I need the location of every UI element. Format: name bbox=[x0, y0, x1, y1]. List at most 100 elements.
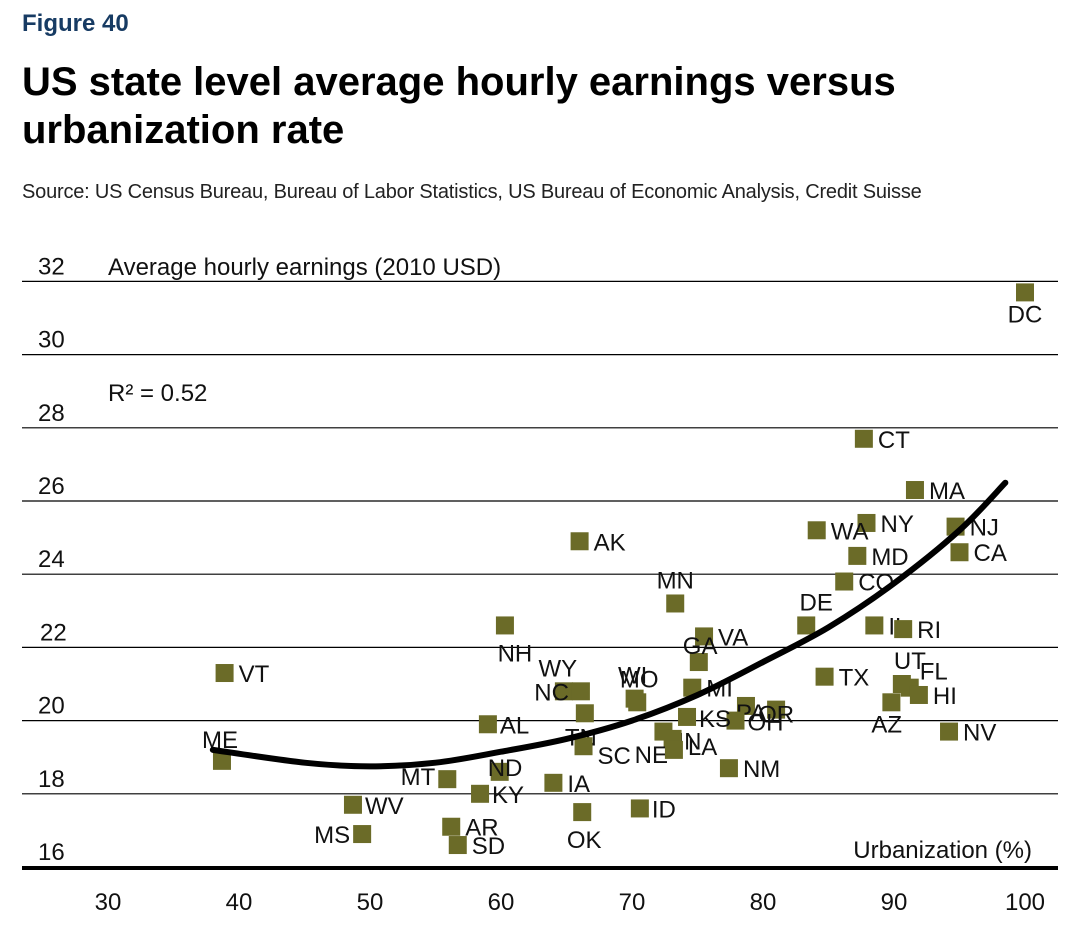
point-label-sc: SC bbox=[598, 743, 631, 770]
chart-title: US state level average hourly earnings v… bbox=[22, 60, 896, 152]
point-label-va: VA bbox=[718, 624, 748, 651]
point-label-ga: GA bbox=[683, 633, 718, 660]
data-point-mo bbox=[628, 693, 647, 712]
point-label-nv: NV bbox=[963, 720, 996, 747]
data-point-ri bbox=[894, 620, 913, 639]
data-point-ky bbox=[471, 784, 490, 803]
point-label-hi: HI bbox=[933, 683, 957, 710]
point-label-nd: ND bbox=[488, 755, 523, 782]
point-label-nh: NH bbox=[498, 640, 533, 667]
data-point-wa bbox=[807, 521, 826, 540]
data-point-la bbox=[664, 740, 683, 759]
data-point-ga bbox=[689, 653, 708, 672]
y-tick-label: 30 bbox=[38, 327, 65, 354]
point-label-nc: NC bbox=[534, 679, 569, 706]
point-label-oh: OH bbox=[747, 710, 783, 737]
point-label-de: DE bbox=[800, 589, 833, 616]
point-label-wi: WI bbox=[618, 663, 647, 690]
r-squared-annotation: R² = 0.52 bbox=[108, 380, 207, 407]
point-label-ri: RI bbox=[917, 617, 941, 644]
data-point-me bbox=[212, 751, 231, 770]
x-tick-label: 30 bbox=[95, 889, 122, 916]
data-point-nd bbox=[490, 762, 509, 781]
data-point-nm bbox=[719, 759, 738, 778]
data-point-ak bbox=[570, 532, 589, 551]
y-tick-label: 32 bbox=[38, 253, 65, 280]
y-tick-label: 26 bbox=[38, 473, 65, 500]
data-point-ar bbox=[442, 817, 461, 836]
point-label-mt: MT bbox=[401, 764, 436, 791]
data-point-ms bbox=[353, 825, 372, 844]
data-point-or bbox=[767, 700, 786, 719]
data-point-il bbox=[865, 616, 884, 635]
point-label-la: LA bbox=[688, 734, 717, 761]
point-label-md: MD bbox=[871, 544, 908, 571]
data-point-al bbox=[478, 715, 497, 734]
data-point-nh bbox=[495, 616, 514, 635]
x-axis-label: Urbanization (%) bbox=[853, 837, 1032, 864]
point-label-ma: MA bbox=[929, 478, 965, 505]
data-point-vt bbox=[215, 664, 234, 683]
x-tick-label: 40 bbox=[226, 889, 253, 916]
point-label-ms: MS bbox=[314, 822, 350, 849]
data-point-ca bbox=[950, 543, 969, 562]
x-tick-label: 70 bbox=[619, 889, 646, 916]
data-point-pa bbox=[736, 696, 755, 715]
point-label-co: CO bbox=[858, 570, 894, 597]
data-point-tn bbox=[575, 704, 594, 723]
point-label-wa: WA bbox=[831, 518, 869, 545]
point-label-sd: SD bbox=[472, 833, 505, 860]
y-tick-label: 16 bbox=[38, 839, 65, 866]
point-label-ar: AR bbox=[465, 815, 498, 842]
point-label-ct: CT bbox=[878, 427, 910, 454]
x-tick-label: 60 bbox=[488, 889, 515, 916]
point-label-id: ID bbox=[652, 796, 676, 823]
point-label-nm: NM bbox=[743, 756, 780, 783]
point-label-mo: MO bbox=[620, 666, 659, 693]
point-label-fl: FL bbox=[920, 659, 948, 686]
data-point-sc bbox=[574, 737, 593, 756]
point-label-or: OR bbox=[758, 702, 794, 729]
data-point-nv bbox=[940, 722, 959, 741]
data-point-de bbox=[797, 616, 816, 635]
y-axis-ticks: 16 18 20 22 24 26 28 30 32 bbox=[38, 253, 67, 866]
data-point-oh bbox=[726, 711, 745, 730]
data-point-wy bbox=[554, 682, 573, 701]
data-point-md bbox=[848, 546, 867, 565]
point-label-wv: WV bbox=[365, 793, 404, 820]
data-point-ks bbox=[678, 707, 697, 726]
trend-line bbox=[209, 479, 1009, 770]
data-point-va bbox=[695, 627, 714, 646]
figure-label: Figure 40 bbox=[22, 10, 129, 37]
y-tick-label: 22 bbox=[40, 619, 67, 646]
data-point-dc bbox=[1016, 283, 1034, 302]
y-tick-label: 20 bbox=[38, 693, 65, 720]
data-point-hi bbox=[909, 685, 928, 704]
y-tick-label: 18 bbox=[38, 766, 65, 793]
data-point-ma bbox=[905, 481, 924, 500]
data-point-id bbox=[630, 799, 649, 818]
data-point-ny bbox=[857, 513, 876, 532]
y-tick-label: 28 bbox=[38, 400, 65, 427]
data-point-ct bbox=[854, 429, 873, 448]
point-label-mn: MN bbox=[657, 567, 694, 594]
x-tick-label: 90 bbox=[881, 889, 908, 916]
point-label-vt: VT bbox=[239, 661, 270, 688]
point-label-al: AL bbox=[500, 712, 529, 739]
data-point-ok bbox=[573, 803, 592, 822]
point-label-ok: OK bbox=[567, 827, 602, 854]
point-label-ks: KS bbox=[699, 706, 731, 733]
point-label-ia: IA bbox=[567, 771, 590, 798]
data-point-mt bbox=[438, 770, 457, 789]
point-label-ky: KY bbox=[492, 782, 524, 809]
data-point-mn bbox=[666, 594, 685, 613]
point-label-ak: AK bbox=[594, 529, 626, 556]
data-point-nc bbox=[571, 682, 590, 701]
point-label-wy: WY bbox=[539, 655, 578, 682]
data-point-ia bbox=[544, 773, 563, 792]
x-tick-label: 80 bbox=[750, 889, 777, 916]
data-point-tx bbox=[815, 667, 834, 686]
point-label-ut: UT bbox=[894, 648, 926, 675]
data-point-az bbox=[882, 693, 901, 712]
